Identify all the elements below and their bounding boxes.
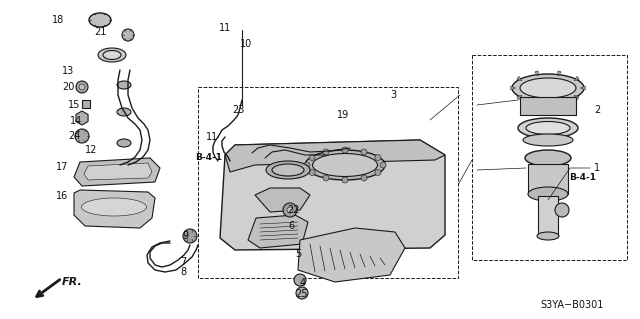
Ellipse shape (117, 81, 131, 89)
Polygon shape (225, 140, 445, 172)
Text: 25: 25 (296, 289, 308, 299)
Bar (538, 196, 558, 236)
Circle shape (186, 232, 196, 242)
Circle shape (79, 84, 85, 90)
Text: 4: 4 (300, 278, 306, 288)
Circle shape (296, 287, 308, 299)
Ellipse shape (272, 164, 304, 176)
Ellipse shape (537, 232, 559, 240)
Circle shape (342, 147, 348, 153)
Wedge shape (574, 77, 579, 81)
Text: 22: 22 (287, 205, 300, 215)
Polygon shape (255, 188, 310, 212)
Circle shape (283, 203, 297, 217)
Bar (528, 164, 568, 194)
Circle shape (323, 149, 329, 155)
Circle shape (304, 162, 310, 168)
Text: 21: 21 (94, 27, 106, 37)
Text: 16: 16 (56, 191, 68, 201)
Text: B-4-1: B-4-1 (195, 152, 223, 161)
Text: 15: 15 (68, 100, 80, 110)
Wedge shape (517, 77, 522, 81)
Text: B-4-1: B-4-1 (570, 174, 596, 182)
Circle shape (294, 274, 306, 286)
Text: 19: 19 (337, 110, 349, 120)
Ellipse shape (528, 187, 568, 201)
Text: 9: 9 (182, 231, 188, 241)
Circle shape (287, 207, 293, 213)
Circle shape (375, 154, 381, 160)
Text: 3: 3 (390, 90, 396, 100)
Circle shape (380, 162, 386, 168)
Ellipse shape (526, 122, 570, 135)
Circle shape (309, 154, 315, 160)
Text: S3YA−B0301: S3YA−B0301 (540, 300, 604, 310)
Bar (198, 87, 458, 278)
Bar (82, 100, 90, 108)
Circle shape (309, 169, 315, 175)
Wedge shape (580, 86, 586, 90)
Wedge shape (511, 86, 516, 90)
Ellipse shape (520, 78, 576, 98)
Text: 5: 5 (295, 249, 301, 259)
Text: 11: 11 (219, 23, 231, 33)
Text: 1: 1 (594, 163, 600, 173)
Text: 2: 2 (594, 105, 600, 115)
Wedge shape (574, 95, 579, 100)
Ellipse shape (266, 161, 310, 179)
Text: 17: 17 (56, 162, 68, 172)
Ellipse shape (98, 48, 126, 62)
Circle shape (323, 175, 329, 181)
Circle shape (361, 149, 367, 155)
Ellipse shape (81, 198, 147, 216)
Ellipse shape (525, 150, 571, 166)
Circle shape (76, 81, 88, 93)
Wedge shape (558, 71, 561, 76)
Polygon shape (76, 111, 88, 125)
Wedge shape (517, 95, 522, 100)
Bar (472, 55, 627, 260)
Circle shape (555, 203, 569, 217)
Circle shape (361, 175, 367, 181)
Circle shape (183, 229, 197, 243)
Ellipse shape (103, 50, 121, 60)
Ellipse shape (117, 108, 131, 116)
Ellipse shape (518, 118, 578, 138)
Text: 23: 23 (232, 105, 244, 115)
Ellipse shape (117, 139, 131, 147)
Text: 13: 13 (62, 66, 74, 76)
Text: 6: 6 (288, 221, 294, 231)
Polygon shape (84, 163, 152, 180)
Text: 20: 20 (62, 82, 74, 92)
Wedge shape (535, 71, 538, 76)
Text: 24: 24 (68, 131, 80, 141)
Polygon shape (74, 158, 160, 186)
Polygon shape (220, 140, 445, 250)
Circle shape (75, 129, 89, 143)
Bar (520, 97, 576, 115)
Circle shape (375, 169, 381, 175)
Wedge shape (558, 100, 561, 105)
Text: 18: 18 (52, 15, 64, 25)
Ellipse shape (89, 13, 111, 27)
Text: 11: 11 (206, 132, 218, 142)
Circle shape (122, 29, 134, 41)
Text: 8: 8 (180, 267, 186, 277)
Ellipse shape (512, 74, 584, 102)
Ellipse shape (312, 153, 378, 176)
Polygon shape (74, 190, 155, 228)
Polygon shape (298, 228, 405, 282)
Text: 12: 12 (85, 145, 97, 155)
Wedge shape (535, 100, 538, 105)
Text: 7: 7 (180, 257, 186, 267)
Ellipse shape (523, 134, 573, 146)
Text: 10: 10 (240, 39, 252, 49)
Polygon shape (248, 215, 308, 248)
Ellipse shape (305, 150, 385, 180)
Text: 14: 14 (70, 116, 82, 126)
Circle shape (342, 177, 348, 183)
Text: FR.: FR. (62, 277, 83, 287)
